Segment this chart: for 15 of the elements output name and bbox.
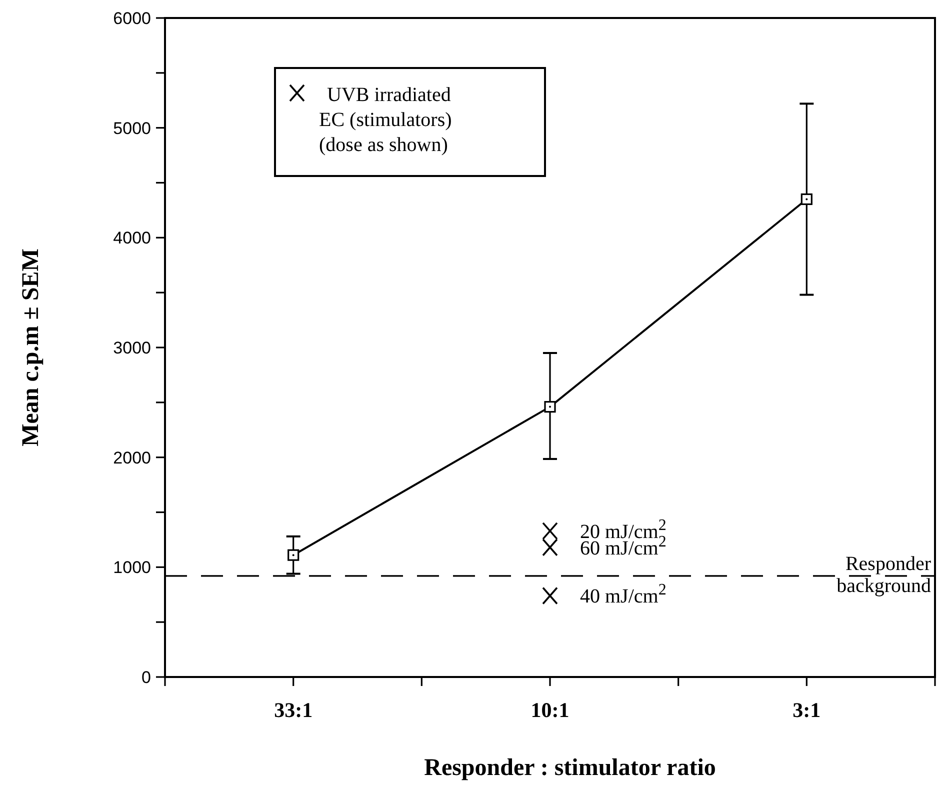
y-tick-label: 0 [142, 668, 151, 687]
y-tick-label: 3000 [113, 338, 151, 358]
y-axis-title: Mean c.p.m ± SEM [18, 248, 44, 446]
y-tick-label: 1000 [113, 558, 151, 578]
x-tick-label: 33:1 [274, 698, 313, 722]
x-tick-label: 3:1 [792, 698, 821, 722]
y-tick-label: 4000 [113, 228, 151, 248]
ref-line-label: Responder background [836, 552, 932, 597]
y-tick-label: 6000 [113, 9, 151, 28]
legend-label: UVB irradiated EC (stimulators) (dose as shown) [319, 84, 452, 156]
annotation: 40 mJ/cm$^{2}$ [580, 581, 666, 608]
x-tick-label: 10:1 [530, 698, 570, 722]
x-axis-title: Responder : stimulator ratio [424, 755, 716, 781]
y-tick-label: 2000 [113, 448, 151, 468]
y-tick-label: 5000 [113, 118, 151, 138]
